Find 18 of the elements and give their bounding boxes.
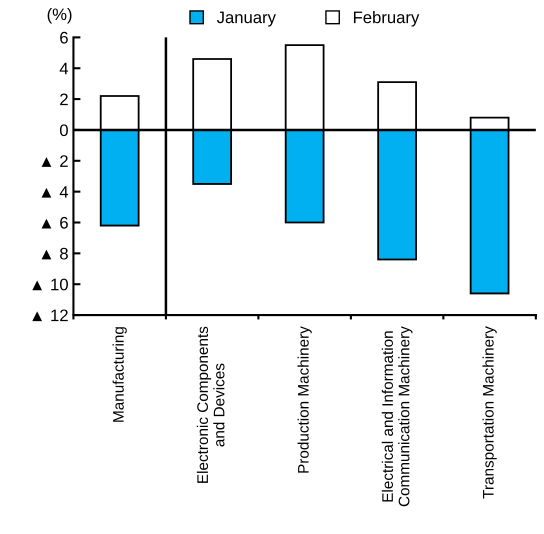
y-tick-label: 6: [60, 32, 68, 44]
x-tick-label: Transportation Machinery: [482, 326, 497, 498]
y-tick-label: ▲ 2: [42, 155, 68, 167]
y-tick-label: ▲ 12: [32, 309, 68, 322]
x-tick-label: Production Machinery: [298, 326, 312, 473]
legend-label: January: [216, 12, 276, 27]
legend-label: February: [354, 11, 420, 27]
y-tick-label: 0: [60, 124, 68, 136]
y-axis-title: (%): [48, 8, 72, 24]
x-tick-label: Manufacturing: [112, 327, 127, 422]
x-tick-label: Electronic Components and Devices: [196, 326, 224, 483]
y-tick-label: ▲ 6: [42, 216, 68, 229]
y-tick-label: ▲ 4: [42, 186, 68, 198]
y-tick-label: 2: [60, 93, 68, 106]
y-tick-label: 4: [60, 62, 68, 74]
y-tick-label: ▲ 8: [42, 248, 68, 260]
x-tick-label: Electrical and Information Communication Machinery: [382, 326, 412, 506]
y-tick-label: ▲ 10: [32, 278, 68, 290]
